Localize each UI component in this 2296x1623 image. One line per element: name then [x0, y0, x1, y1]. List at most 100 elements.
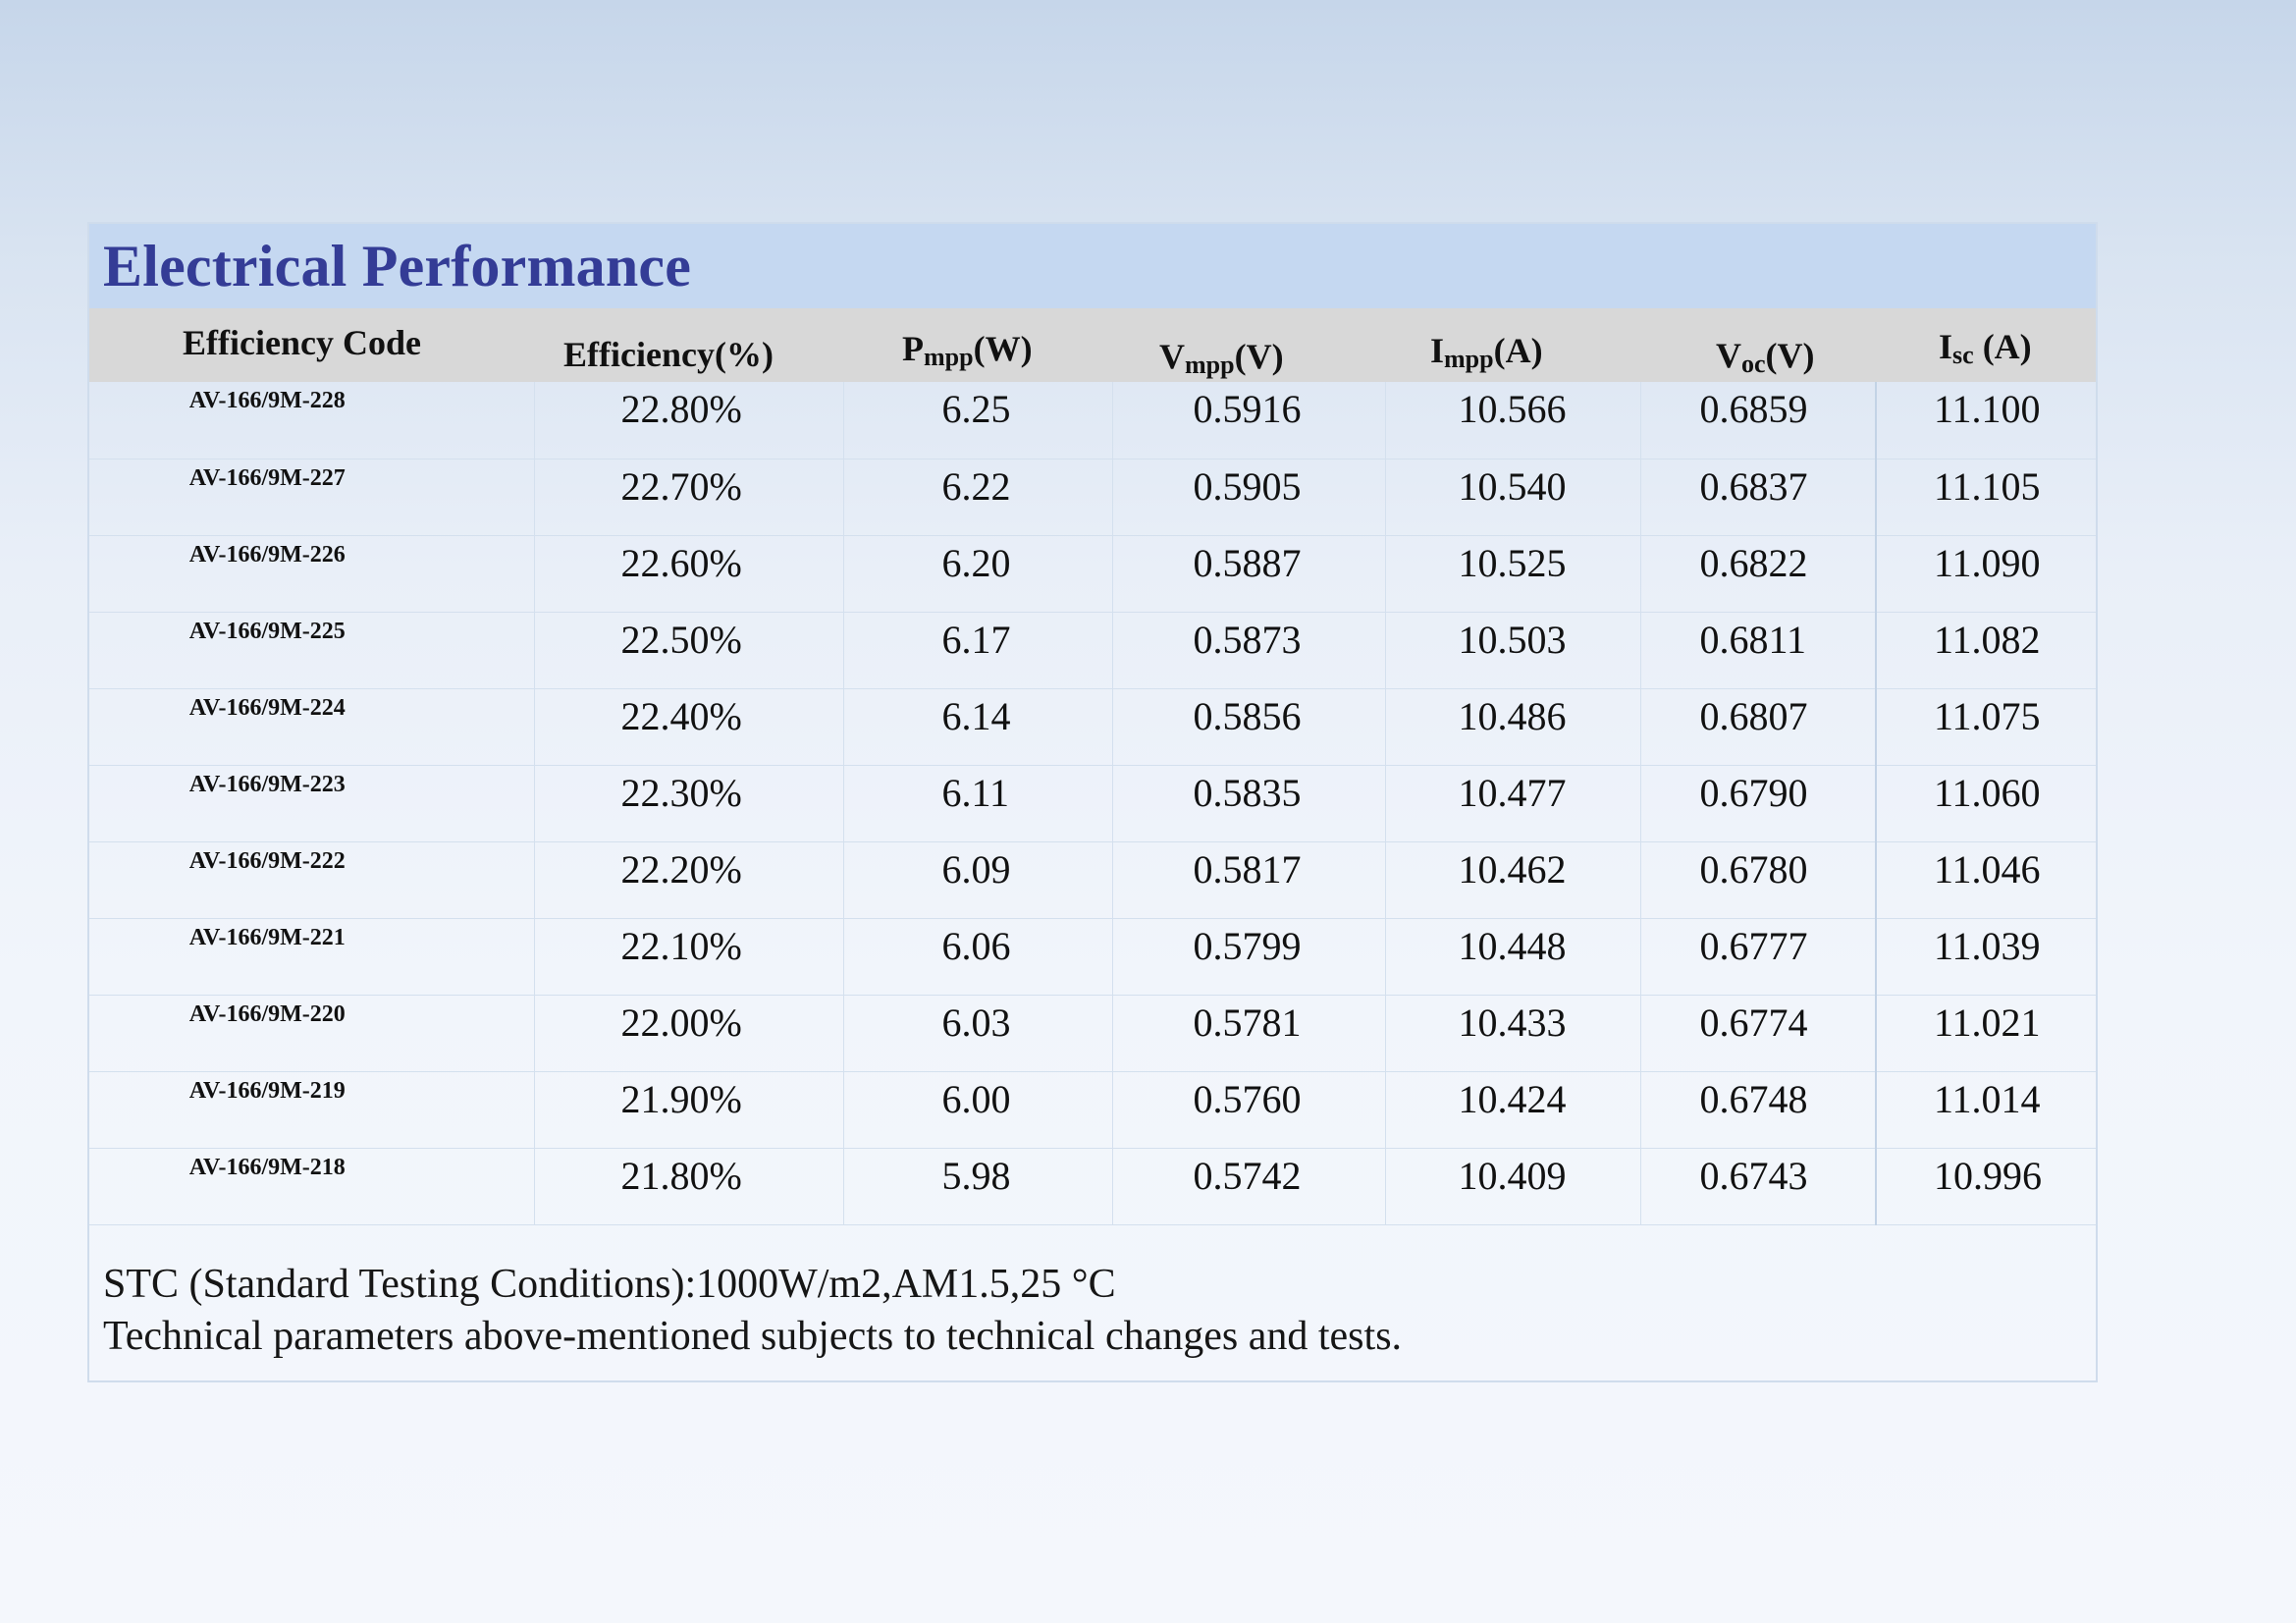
vmpp-cell: 0.5817: [1112, 841, 1386, 919]
efficiency-code-cell: AV-166/9M-223: [89, 765, 535, 842]
efficiency-code-cell: AV-166/9M-224: [89, 688, 535, 766]
vmpp-cell: 0.5905: [1112, 459, 1386, 536]
efficiency-cell: 22.40%: [534, 688, 844, 766]
isc-cell: 11.082: [1876, 612, 2096, 689]
impp-cell: 10.424: [1385, 1071, 1641, 1149]
title-bar: Electrical Performance: [89, 224, 2096, 308]
voc-cell: 0.6743: [1640, 1148, 1877, 1225]
pmpp-cell: 6.09: [843, 841, 1113, 919]
efficiency-code-cell: AV-166/9M-220: [89, 995, 535, 1072]
col-header-label: V: [1159, 336, 1185, 376]
efficiency-code-cell: AV-166/9M-225: [89, 612, 535, 689]
voc-cell: 0.6777: [1640, 918, 1877, 996]
col-header-subscript: mpp: [924, 342, 974, 371]
col-header-pmpp: Pmpp(W): [843, 308, 1112, 382]
impp-cell: 10.503: [1385, 612, 1641, 689]
pmpp-cell: 6.06: [843, 918, 1113, 996]
voc-cell: 0.6811: [1640, 612, 1877, 689]
efficiency-cell: 22.50%: [534, 612, 844, 689]
pmpp-cell: 5.98: [843, 1148, 1113, 1225]
vmpp-cell: 0.5873: [1112, 612, 1386, 689]
table-row: AV-166/9M-227 22.70% 6.22 0.5905 10.540 …: [89, 459, 2096, 536]
isc-cell: 11.039: [1876, 918, 2096, 996]
table-row: AV-166/9M-221 22.10% 6.06 0.5799 10.448 …: [89, 918, 2096, 996]
col-header-isc: Isc (A): [1876, 308, 2096, 382]
isc-cell: 11.046: [1876, 841, 2096, 919]
table-row: AV-166/9M-219 21.90% 6.00 0.5760 10.424 …: [89, 1071, 2096, 1149]
efficiency-code-cell: AV-166/9M-226: [89, 535, 535, 613]
voc-cell: 0.6822: [1640, 535, 1877, 613]
voc-cell: 0.6790: [1640, 765, 1877, 842]
col-header-label: I: [1430, 330, 1445, 370]
table-row: AV-166/9M-222 22.20% 6.09 0.5817 10.462 …: [89, 841, 2096, 919]
col-header-label: Efficiency(%): [563, 334, 774, 374]
col-header-label: P: [902, 328, 924, 368]
disclaimer-note: Technical parameters above-mentioned sub…: [103, 1313, 1403, 1359]
impp-cell: 10.566: [1385, 382, 1641, 460]
pmpp-cell: 6.03: [843, 995, 1113, 1072]
efficiency-cell: 22.30%: [534, 765, 844, 842]
page-title: Electrical Performance: [103, 233, 692, 298]
isc-cell: 11.105: [1876, 459, 2096, 536]
col-header-unit: (V): [1234, 336, 1284, 376]
col-header-subscript: mpp: [1185, 350, 1235, 379]
efficiency-cell: 21.90%: [534, 1071, 844, 1149]
efficiency-code-cell: AV-166/9M-219: [89, 1071, 535, 1149]
pmpp-cell: 6.14: [843, 688, 1113, 766]
col-header-label: Efficiency Code: [183, 323, 421, 362]
vmpp-cell: 0.5856: [1112, 688, 1386, 766]
col-header-unit: (A): [1493, 330, 1543, 370]
vmpp-cell: 0.5742: [1112, 1148, 1386, 1225]
table-row: AV-166/9M-223 22.30% 6.11 0.5835 10.477 …: [89, 765, 2096, 842]
efficiency-cell: 22.10%: [534, 918, 844, 996]
isc-cell: 11.075: [1876, 688, 2096, 766]
col-header-voc: Voc(V): [1640, 308, 1876, 382]
impp-cell: 10.448: [1385, 918, 1641, 996]
vmpp-cell: 0.5781: [1112, 995, 1386, 1072]
table-row: AV-166/9M-225 22.50% 6.17 0.5873 10.503 …: [89, 612, 2096, 689]
col-header-unit: (V): [1765, 335, 1815, 375]
impp-cell: 10.540: [1385, 459, 1641, 536]
table-row: AV-166/9M-226 22.60% 6.20 0.5887 10.525 …: [89, 535, 2096, 613]
efficiency-code-cell: AV-166/9M-222: [89, 841, 535, 919]
vmpp-cell: 0.5887: [1112, 535, 1386, 613]
table-row: AV-166/9M-218 21.80% 5.98 0.5742 10.409 …: [89, 1148, 2096, 1225]
pmpp-cell: 6.00: [843, 1071, 1113, 1149]
efficiency-cell: 22.70%: [534, 459, 844, 536]
impp-cell: 10.462: [1385, 841, 1641, 919]
voc-cell: 0.6859: [1640, 382, 1877, 460]
col-header-impp: Impp(A): [1385, 308, 1640, 382]
col-header-subscript: sc: [1952, 340, 1974, 369]
efficiency-code-cell: AV-166/9M-228: [89, 382, 535, 460]
isc-cell: 11.060: [1876, 765, 2096, 842]
notes-section: STC (Standard Testing Conditions):1000W/…: [89, 1225, 2096, 1363]
table-row: AV-166/9M-228 22.80% 6.25 0.5916 10.566 …: [89, 382, 2096, 460]
vmpp-cell: 0.5835: [1112, 765, 1386, 842]
efficiency-cell: 22.60%: [534, 535, 844, 613]
vmpp-cell: 0.5799: [1112, 918, 1386, 996]
voc-cell: 0.6748: [1640, 1071, 1877, 1149]
vmpp-cell: 0.5760: [1112, 1071, 1386, 1149]
voc-cell: 0.6807: [1640, 688, 1877, 766]
col-header-efficiency-code: Efficiency Code: [89, 308, 534, 382]
stc-note: STC (Standard Testing Conditions):1000W/…: [103, 1261, 1116, 1307]
efficiency-cell: 21.80%: [534, 1148, 844, 1225]
impp-cell: 10.433: [1385, 995, 1641, 1072]
efficiency-code-cell: AV-166/9M-227: [89, 459, 535, 536]
col-header-unit: (A): [1973, 326, 2032, 366]
efficiency-cell: 22.80%: [534, 382, 844, 460]
col-header-subscript: mpp: [1444, 344, 1494, 373]
col-header-subscript: oc: [1741, 349, 1766, 378]
electrical-performance-panel: Electrical Performance Efficiency Code E…: [87, 222, 2098, 1382]
voc-cell: 0.6774: [1640, 995, 1877, 1072]
isc-cell: 11.090: [1876, 535, 2096, 613]
impp-cell: 10.525: [1385, 535, 1641, 613]
table-header-row: Efficiency Code Efficiency(%) Pmpp(W) Vm…: [89, 308, 2096, 382]
impp-cell: 10.486: [1385, 688, 1641, 766]
isc-cell: 10.996: [1876, 1148, 2096, 1225]
pmpp-cell: 6.20: [843, 535, 1113, 613]
impp-cell: 10.477: [1385, 765, 1641, 842]
pmpp-cell: 6.17: [843, 612, 1113, 689]
pmpp-cell: 6.22: [843, 459, 1113, 536]
table-row: AV-166/9M-220 22.00% 6.03 0.5781 10.433 …: [89, 995, 2096, 1072]
